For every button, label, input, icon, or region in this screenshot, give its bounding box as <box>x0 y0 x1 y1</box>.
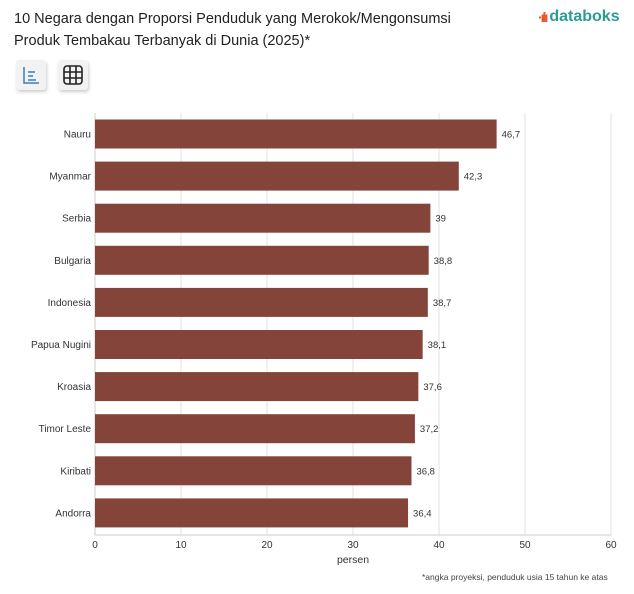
x-tick-label: 60 <box>605 540 617 551</box>
bar <box>95 456 412 486</box>
x-tick-label: 10 <box>175 540 187 551</box>
x-tick-label: 20 <box>261 540 273 551</box>
bar <box>95 498 409 528</box>
table-view-button[interactable] <box>58 60 88 90</box>
bar <box>95 372 419 402</box>
bar <box>95 119 497 149</box>
y-category-label: Andorra <box>55 508 91 519</box>
y-category-label: Kiribati <box>60 466 91 477</box>
data-label: 38,8 <box>434 256 453 267</box>
data-label: 37,6 <box>423 382 442 393</box>
data-label: 38,1 <box>428 340 447 351</box>
chart-view-button[interactable] <box>16 60 46 90</box>
logo-mark-icon: ·ılı <box>538 9 548 25</box>
data-label: 46,7 <box>502 130 521 141</box>
bar <box>95 287 428 317</box>
y-category-label: Papua Nugini <box>31 340 91 351</box>
y-category-label: Bulgaria <box>54 256 91 267</box>
x-tick-label: 40 <box>433 540 445 551</box>
x-axis-title: persen <box>337 554 369 566</box>
bar <box>95 245 429 275</box>
bar <box>95 330 423 359</box>
x-tick-label: 50 <box>519 540 531 551</box>
data-label: 42,3 <box>464 172 483 183</box>
y-category-label: Myanmar <box>49 172 91 183</box>
y-category-label: Timor Leste <box>39 424 92 435</box>
logo-text: databoks <box>549 8 620 25</box>
footnote: *angka proyeksi, penduduk usia 15 tahun … <box>422 572 608 582</box>
x-tick-label: 30 <box>347 540 359 551</box>
bar-chart-icon <box>23 67 39 84</box>
table-icon <box>63 65 83 85</box>
databoks-logo: ·ılı databoks <box>538 8 620 26</box>
x-tick-label: 0 <box>92 540 98 551</box>
y-category-label: Kroasia <box>57 382 91 393</box>
data-label: 36,4 <box>413 508 432 519</box>
data-label: 39 <box>435 214 446 225</box>
data-label: 37,2 <box>420 424 439 435</box>
data-label: 38,7 <box>433 298 452 309</box>
y-category-label: Serbia <box>62 214 91 225</box>
y-category-label: Indonesia <box>48 298 92 309</box>
bar <box>95 161 459 191</box>
bar <box>95 414 415 444</box>
data-label: 36,8 <box>416 466 435 477</box>
chart-title: 10 Negara dengan Proporsi Penduduk yang … <box>14 11 451 49</box>
y-category-label: Nauru <box>64 130 91 141</box>
bar <box>95 203 431 233</box>
